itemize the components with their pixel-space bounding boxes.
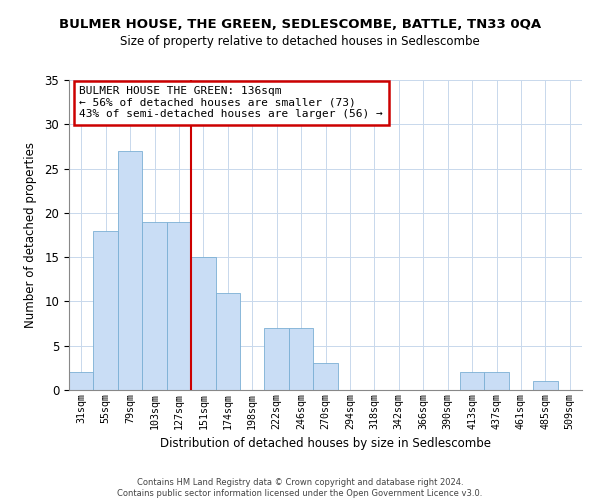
Bar xyxy=(142,222,167,390)
Text: BULMER HOUSE, THE GREEN, SEDLESCOMBE, BATTLE, TN33 0QA: BULMER HOUSE, THE GREEN, SEDLESCOMBE, BA… xyxy=(59,18,541,30)
Bar xyxy=(460,372,484,390)
Bar xyxy=(289,328,313,390)
Bar xyxy=(94,230,118,390)
Bar xyxy=(118,151,142,390)
Bar xyxy=(215,292,240,390)
Bar xyxy=(265,328,289,390)
Bar xyxy=(484,372,509,390)
Bar xyxy=(191,257,215,390)
Bar xyxy=(533,381,557,390)
Text: Contains HM Land Registry data © Crown copyright and database right 2024.
Contai: Contains HM Land Registry data © Crown c… xyxy=(118,478,482,498)
Text: BULMER HOUSE THE GREEN: 136sqm
← 56% of detached houses are smaller (73)
43% of : BULMER HOUSE THE GREEN: 136sqm ← 56% of … xyxy=(79,86,383,120)
Bar xyxy=(313,364,338,390)
Text: Size of property relative to detached houses in Sedlescombe: Size of property relative to detached ho… xyxy=(120,35,480,48)
X-axis label: Distribution of detached houses by size in Sedlescombe: Distribution of detached houses by size … xyxy=(160,437,491,450)
Bar xyxy=(69,372,94,390)
Bar xyxy=(167,222,191,390)
Y-axis label: Number of detached properties: Number of detached properties xyxy=(25,142,37,328)
